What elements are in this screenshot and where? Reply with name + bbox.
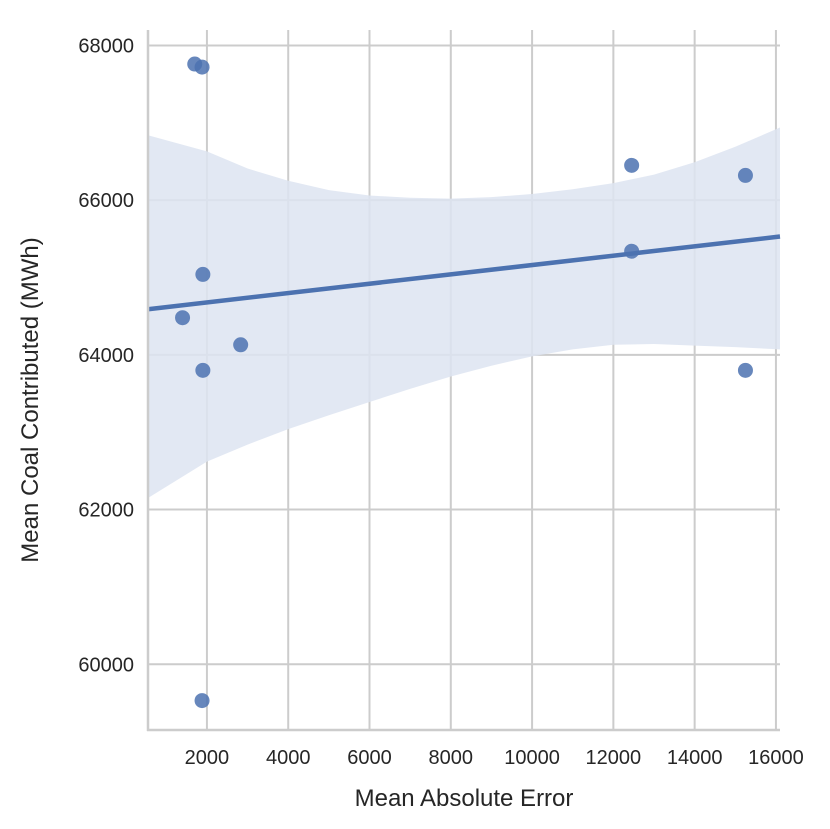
data-point-7: [624, 157, 640, 173]
data-points: [175, 56, 753, 709]
data-point-3: [195, 266, 211, 282]
x-tick-label-2: 6000: [347, 747, 392, 769]
data-point-4: [195, 362, 211, 378]
y-tick-label-2: 64000: [78, 345, 134, 367]
x-tick-label-7: 16000: [748, 747, 804, 769]
y-tick-label-1: 62000: [78, 500, 134, 522]
axes: [146, 30, 780, 732]
data-point-9: [737, 167, 753, 183]
y-tick-label-4: 68000: [78, 35, 134, 57]
confidence-band: [148, 127, 780, 498]
data-point-6: [233, 337, 249, 353]
data-point-1: [194, 59, 210, 75]
y-axis-label: Mean Coal Contributed (MWh): [17, 237, 44, 562]
x-tick-label-0: 2000: [185, 747, 230, 769]
x-tick-label-1: 4000: [266, 747, 311, 769]
data-point-8: [624, 243, 640, 259]
data-point-10: [737, 362, 753, 378]
x-tick-label-5: 12000: [586, 747, 642, 769]
y-tick-label-0: 60000: [78, 654, 134, 676]
y-tick-label-3: 66000: [78, 190, 134, 212]
data-point-2: [175, 310, 191, 326]
x-tick-label-6: 14000: [667, 747, 723, 769]
tick-labels: 2000 4000 6000 8000 10000 12000 14000 16000 6000…: [78, 35, 803, 769]
x-tick-label-4: 10000: [504, 747, 560, 769]
data-point-5: [194, 693, 210, 709]
x-tick-label-3: 8000: [429, 747, 474, 769]
regression-line: [147, 234, 781, 312]
x-axis-label: Mean Absolute Error: [355, 785, 574, 812]
